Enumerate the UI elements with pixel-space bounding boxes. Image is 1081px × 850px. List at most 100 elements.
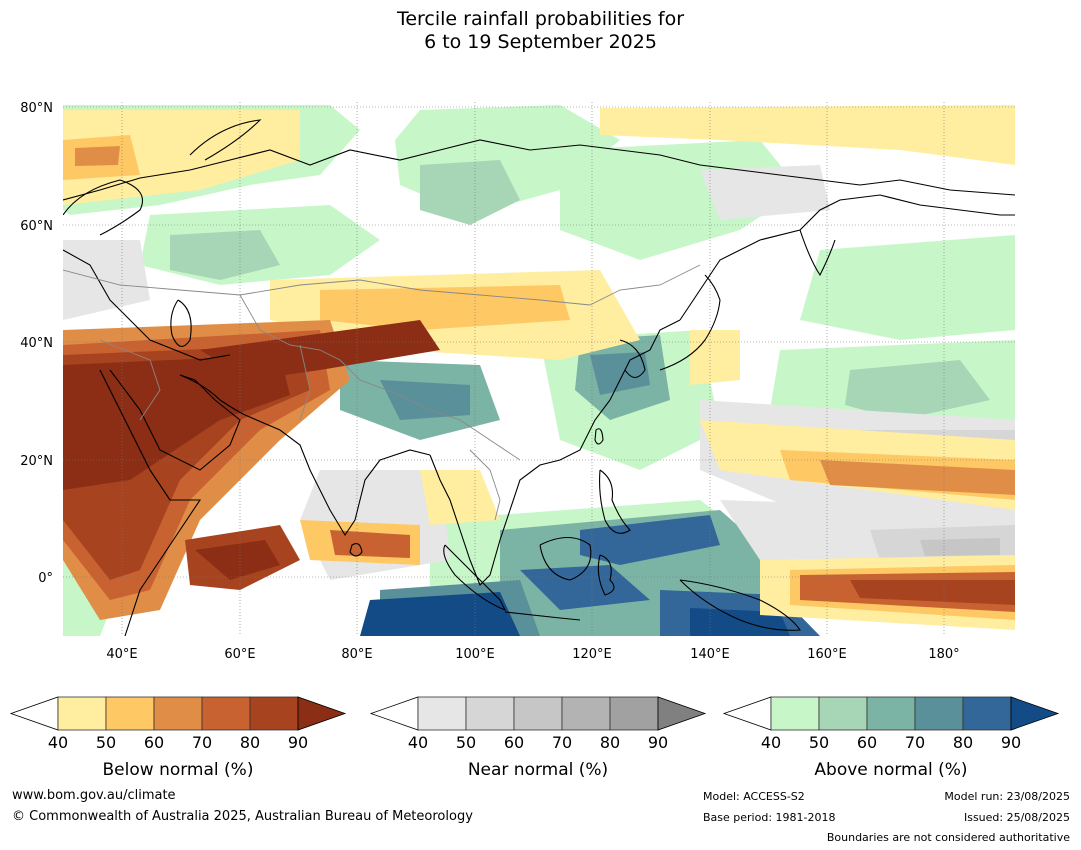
colorbar-extend-right — [297, 696, 347, 731]
coastline-caspian — [170, 299, 192, 347]
near-normal-region — [63, 240, 150, 320]
graticule — [63, 102, 1015, 636]
near-normal-region — [920, 538, 1000, 556]
colorbar-tick-label: 90 — [648, 733, 668, 752]
latitude-labels: 80°N 60°N 40°N 20°N 0° — [20, 101, 53, 586]
coastline-new-guinea — [679, 579, 801, 631]
lon-label-40e: 40°E — [106, 647, 137, 662]
colorbar-tick-label: 90 — [1001, 733, 1021, 752]
below-normal-region — [850, 580, 1015, 605]
lat-label-80n: 80°N — [20, 101, 53, 116]
country-borders — [63, 264, 701, 521]
colorbar-segment — [201, 696, 251, 731]
lat-label-0: 0° — [38, 571, 53, 586]
colorbar-tick-label: 90 — [288, 733, 308, 752]
coastline-southeast-asia — [429, 319, 681, 586]
coastline-sulawesi — [597, 554, 615, 596]
coastline-india — [244, 414, 431, 537]
below-normal-region — [600, 105, 1015, 165]
near-normal-region — [700, 165, 830, 220]
colorbar-segment — [105, 696, 155, 731]
coastline-arctic — [63, 139, 1015, 201]
below-normal-region — [690, 330, 740, 385]
border-line — [589, 264, 701, 306]
colorbar-tick-label: 40 — [48, 733, 68, 752]
colorbar-extend-right — [1010, 696, 1060, 731]
lon-label-120e: 120°E — [572, 647, 612, 662]
coastline-scandinavia — [63, 179, 144, 236]
coastline-java — [504, 611, 581, 621]
coastline-japan — [659, 274, 721, 371]
colorbar-below-normal: 40 50 60 70 80 90 Below normal (%) — [9, 696, 347, 780]
coastline-sumatra — [443, 544, 507, 612]
colorbar-segment — [609, 696, 659, 731]
above-normal-region — [580, 515, 720, 565]
border-line — [299, 344, 311, 421]
border-line — [469, 449, 501, 521]
colorbar-extend-right — [657, 696, 707, 731]
colorbar-segment — [417, 696, 467, 731]
colorbar-tick-label: 50 — [96, 733, 116, 752]
colorbar-above-normal: 40 50 60 70 80 90 Above normal (%) — [722, 696, 1060, 780]
colorbar-segment — [770, 696, 820, 731]
colorbar-segment — [465, 696, 515, 731]
colorbar-tick-label: 40 — [408, 733, 428, 752]
probability-field — [63, 105, 1015, 636]
lon-label-60e: 60°E — [224, 647, 255, 662]
coastline-sri-lanka — [349, 543, 363, 557]
coastline-persian-gulf — [179, 374, 246, 416]
below-normal-region — [420, 470, 500, 525]
colorbar-segment — [249, 696, 299, 731]
longitude-labels: 40°E 60°E 80°E 100°E 120°E 140°E 160°E 1… — [106, 647, 959, 662]
coastline-borneo — [539, 536, 592, 581]
coastline-east-russia — [679, 194, 1015, 321]
lon-label-100e: 100°E — [455, 647, 495, 662]
lat-label-60n: 60°N — [20, 219, 53, 234]
coastline-arabia — [109, 369, 241, 471]
coastline-kamchatka — [799, 229, 836, 277]
coastline-philippines — [599, 469, 631, 534]
colorbar-segment — [57, 696, 107, 731]
colorbar-tick-label: 70 — [905, 733, 925, 752]
coastlines — [63, 119, 1015, 636]
footer-website: www.bom.gov.au/climate — [12, 788, 176, 803]
coastline-europe-mideast — [63, 249, 231, 361]
border-line — [99, 339, 161, 421]
above-normal-region — [360, 592, 520, 636]
lat-label-40n: 40°N — [20, 336, 53, 351]
colorbar-tick-label: 60 — [857, 733, 877, 752]
colorbar-title: Above normal (%) — [814, 760, 967, 780]
above-normal-region — [380, 380, 470, 420]
colorbar-segment — [513, 696, 563, 731]
coastline-korea — [619, 339, 646, 379]
lat-label-20n: 20°N — [20, 454, 53, 469]
footer-base-period: Base period: 1981-2018 — [703, 811, 836, 824]
colorbar-tick-label: 80 — [600, 733, 620, 752]
footer-copyright: © Commonwealth of Australia 2025, Austra… — [12, 809, 473, 824]
border-line — [239, 294, 521, 461]
above-normal-region — [800, 235, 1015, 340]
above-normal-region — [520, 565, 650, 610]
below-normal-region — [75, 146, 120, 166]
colorbar-segment — [818, 696, 868, 731]
colorbar-extend-left — [722, 696, 772, 731]
below-normal-region — [820, 460, 1015, 495]
colorbar-title: Below normal (%) — [103, 760, 254, 780]
coastline-novaya-zemlya — [189, 119, 262, 161]
colorbar-segment — [561, 696, 611, 731]
map-title-line2: 6 to 19 September 2025 — [424, 31, 657, 53]
colorbar-tick-label: 70 — [192, 733, 212, 752]
footer-disclaimer: Boundaries are not considered authoritat… — [826, 831, 1070, 844]
colorbar-near-normal: 40 50 60 70 80 90 Near normal (%) — [369, 696, 707, 780]
coastline-taiwan — [594, 428, 604, 445]
lon-label-180: 180° — [928, 647, 959, 662]
below-normal-region — [195, 540, 280, 580]
above-normal-region — [170, 230, 280, 280]
map-title: Tercile rainfall probabilities for 6 to … — [0, 8, 1081, 54]
colorbar-tick-label: 60 — [504, 733, 524, 752]
colorbar-tick-label: 70 — [552, 733, 572, 752]
below-normal-region — [63, 355, 290, 490]
colorbar-segment — [914, 696, 964, 731]
border-line — [63, 269, 591, 306]
